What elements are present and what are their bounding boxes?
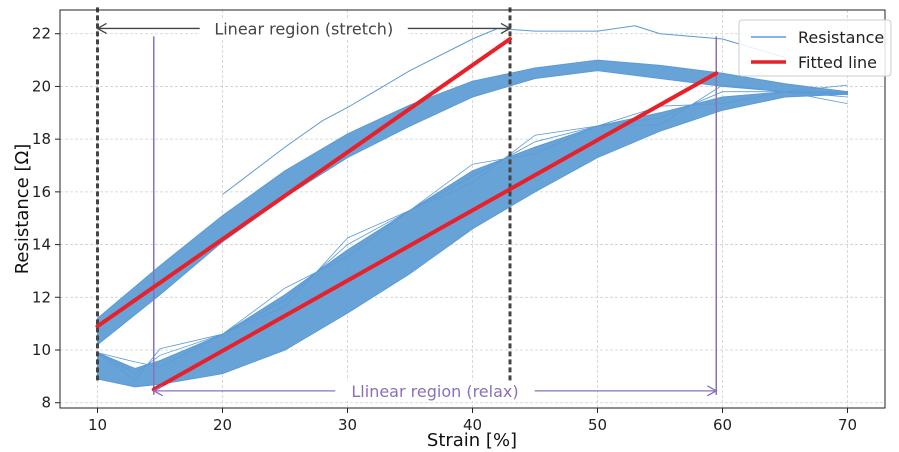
y-tick-label: 8 xyxy=(41,394,51,412)
y-tick-label: 16 xyxy=(32,183,51,201)
x-axis-label: Strain [%] xyxy=(427,430,517,451)
x-tick-label: 10 xyxy=(88,416,107,434)
y-tick-label: 22 xyxy=(32,25,51,43)
y-tick-label: 14 xyxy=(32,236,51,254)
annotation-label: Llinear region (relax) xyxy=(351,382,518,401)
annotation-label: Linear region (stretch) xyxy=(214,19,393,38)
x-tick-label: 20 xyxy=(213,416,232,434)
y-tick-label: 18 xyxy=(32,130,51,148)
x-tick-label: 30 xyxy=(338,416,357,434)
legend: Resistance Fitted line xyxy=(739,20,891,76)
x-tick-label: 70 xyxy=(838,416,857,434)
y-tick-label: 10 xyxy=(32,341,51,359)
y-tick-label: 20 xyxy=(32,77,51,95)
x-tick-label: 50 xyxy=(588,416,607,434)
legend-resistance-label: Resistance xyxy=(798,28,884,47)
legend-fitted-label: Fitted line xyxy=(798,53,877,72)
y-tick-label: 12 xyxy=(32,288,51,306)
x-tick-label: 60 xyxy=(713,416,732,434)
y-axis-label: Resistance [Ω] xyxy=(12,144,33,275)
